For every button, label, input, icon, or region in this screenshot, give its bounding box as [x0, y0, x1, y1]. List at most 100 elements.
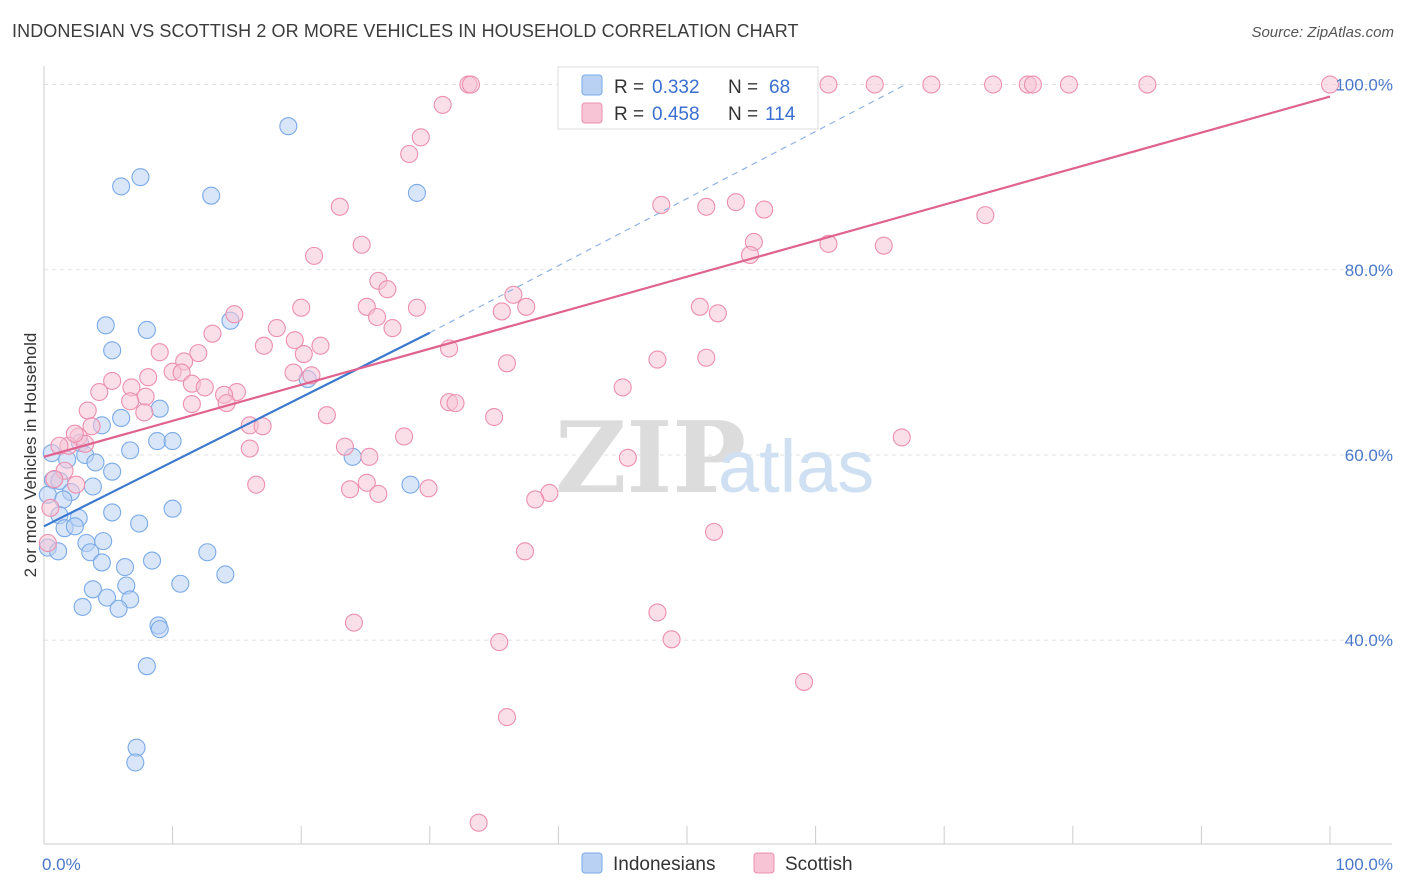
data-point: [67, 475, 86, 494]
data-point: [378, 280, 397, 299]
data-point: [92, 553, 111, 572]
data-point: [368, 307, 387, 327]
watermark-zip: ZIP: [555, 401, 746, 516]
data-point: [216, 565, 235, 584]
data-point: [819, 234, 838, 253]
data-point: [131, 168, 150, 187]
legend-swatch-indonesians: [581, 74, 603, 96]
data-point: [395, 427, 414, 446]
data-point: [874, 236, 893, 255]
data-point: [198, 543, 217, 562]
data-point: [976, 206, 995, 225]
bottom-legend-swatch-scottish: [753, 852, 775, 874]
y-tick-label: 80.0%: [1345, 261, 1393, 280]
legend-r-value-scottish: 0.458: [652, 104, 700, 125]
tick-labels: 40.0% 60.0% 80.0% 100.0% 0.0% 100.0%: [42, 76, 1393, 874]
legend-n-value-indonesians: 68: [769, 77, 790, 98]
data-point: [195, 378, 214, 397]
data-point: [285, 331, 304, 350]
y-tick-label: 40.0%: [1345, 631, 1393, 650]
data-point: [407, 298, 426, 317]
data-point: [50, 436, 69, 455]
data-point: [112, 408, 131, 428]
data-point: [189, 344, 208, 363]
data-point: [292, 298, 311, 317]
data-point: [86, 453, 105, 472]
data-point: [330, 197, 349, 216]
data-point: [311, 336, 330, 355]
data-point: [73, 597, 92, 616]
data-point: [613, 378, 632, 397]
data-point: [490, 633, 509, 652]
data-point: [203, 324, 222, 343]
x-tick-label: 0.0%: [42, 855, 81, 874]
data-point: [726, 193, 745, 212]
trend-line-indonesians: [43, 331, 431, 528]
data-point: [65, 424, 84, 443]
data-point: [267, 319, 286, 338]
grid-lines: [44, 84, 1392, 641]
data-point: [352, 235, 371, 254]
data-point: [469, 813, 488, 832]
series-scottish: [38, 75, 1340, 832]
data-point: [865, 75, 884, 94]
data-point: [294, 344, 313, 364]
legend-n-label-indonesians: N =: [728, 77, 758, 98]
data-point: [94, 532, 113, 551]
watermark: ZIP atlas: [555, 401, 874, 516]
data-point: [1320, 75, 1340, 94]
data-point: [135, 403, 154, 422]
data-point: [335, 437, 354, 456]
data-point: [137, 657, 156, 676]
data-point: [103, 503, 122, 522]
watermark-atlas: atlas: [718, 425, 874, 508]
data-point: [485, 407, 504, 427]
data-point: [648, 603, 667, 622]
data-point: [419, 479, 438, 498]
data-point: [284, 363, 303, 382]
data-point: [369, 484, 388, 503]
data-point: [344, 613, 363, 632]
data-point: [411, 128, 430, 147]
data-point: [662, 630, 681, 649]
data-point: [892, 428, 911, 447]
data-point: [704, 522, 724, 541]
x-tick-label: 100.0%: [1335, 855, 1393, 874]
data-point: [78, 401, 97, 420]
series-indonesians: [38, 117, 426, 772]
data-point: [407, 183, 426, 202]
legend-r-label-indonesians: R =: [614, 77, 644, 98]
data-point: [38, 533, 57, 553]
data-point: [103, 462, 122, 481]
data-point: [341, 480, 360, 499]
data-point: [433, 95, 452, 114]
data-point: [360, 447, 379, 466]
data-point: [1023, 75, 1042, 94]
data-point: [115, 558, 135, 577]
data-point: [112, 177, 131, 196]
data-point: [794, 672, 814, 691]
data-point: [65, 517, 84, 536]
data-point: [121, 392, 140, 411]
chart-title: INDONESIAN VS SCOTTISH 2 OR MORE VEHICLE…: [12, 21, 799, 41]
data-point: [148, 432, 167, 451]
legend-r-value-indonesians: 0.332: [652, 77, 700, 98]
data-point: [819, 75, 838, 94]
data-point: [1138, 75, 1157, 94]
data-point: [690, 297, 709, 316]
data-point: [121, 441, 140, 460]
data-point: [401, 475, 420, 494]
data-point: [150, 399, 169, 418]
data-point: [83, 580, 102, 599]
data-point: [446, 394, 465, 413]
data-point: [922, 75, 941, 94]
data-point: [492, 302, 511, 321]
data-point: [137, 320, 156, 340]
data-point: [202, 186, 221, 205]
data-point: [126, 753, 145, 772]
data-point: [254, 336, 273, 355]
data-point: [97, 588, 117, 607]
data-point: [357, 473, 376, 492]
data-point: [515, 542, 535, 561]
